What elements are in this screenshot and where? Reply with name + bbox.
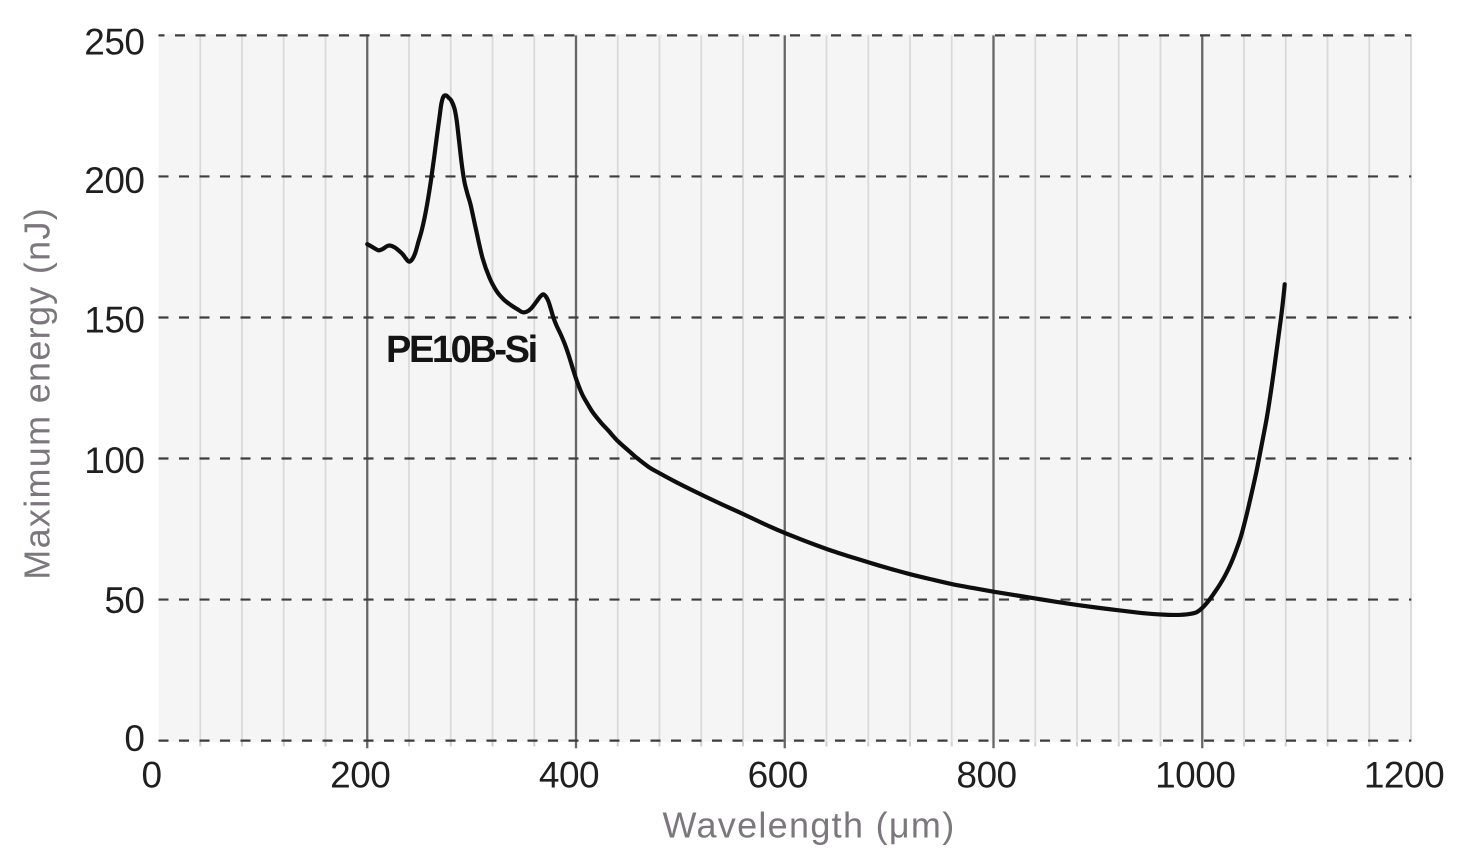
- svg-text:250: 250: [84, 21, 144, 62]
- svg-text:0: 0: [124, 718, 144, 759]
- svg-text:200: 200: [84, 160, 144, 201]
- svg-text:0: 0: [141, 754, 161, 795]
- svg-text:150: 150: [84, 300, 144, 341]
- svg-text:PE10B-Si: PE10B-Si: [386, 329, 536, 371]
- svg-text:Maximum energy (nJ): Maximum energy (nJ): [17, 207, 58, 580]
- svg-text:50: 50: [104, 580, 144, 621]
- svg-text:600: 600: [748, 754, 808, 795]
- svg-text:1200: 1200: [1364, 754, 1444, 795]
- svg-text:100: 100: [84, 440, 144, 481]
- svg-text:1000: 1000: [1155, 754, 1235, 795]
- svg-text:200: 200: [330, 754, 390, 795]
- svg-text:400: 400: [539, 754, 599, 795]
- svg-text:Wavelength (μm): Wavelength (μm): [663, 805, 956, 846]
- svg-text:800: 800: [956, 754, 1016, 795]
